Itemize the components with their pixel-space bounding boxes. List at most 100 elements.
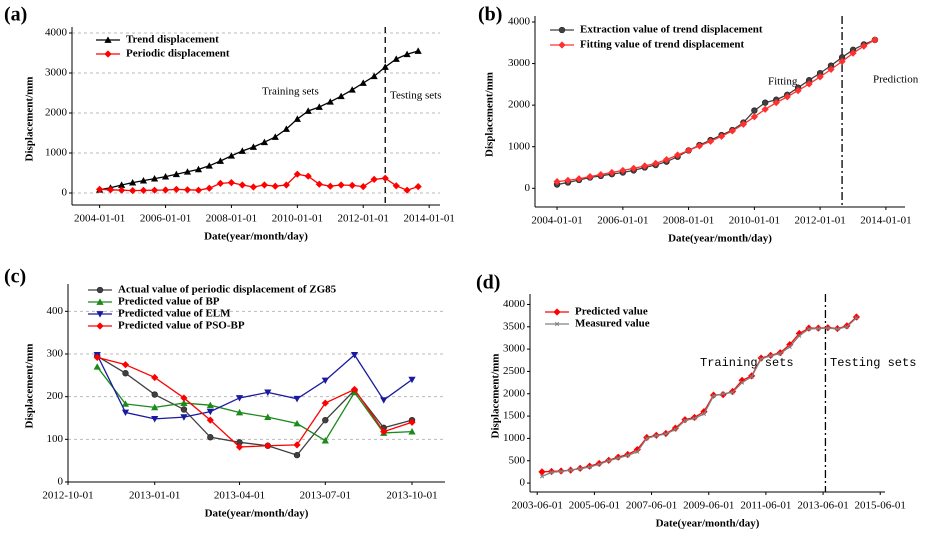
data-point: [293, 115, 301, 122]
data-point: [635, 449, 640, 454]
legend-marker: [104, 36, 112, 43]
x-tick-label: 2012-10-01: [42, 490, 93, 502]
data-point: [194, 165, 203, 173]
data-point: [852, 313, 861, 321]
data-point: [619, 166, 627, 175]
data-point: [751, 107, 758, 114]
y-tick-label: 400: [47, 305, 64, 317]
data-point: [794, 86, 802, 95]
y-tick-label: 3000: [503, 343, 526, 355]
series-line: [99, 173, 419, 192]
data-point: [359, 79, 367, 86]
x-tick-label: 2004-01-01: [531, 215, 582, 227]
data-point: [293, 419, 301, 427]
data-point: [805, 324, 813, 332]
x-tick-label: 2014-01-01: [860, 215, 911, 227]
data-point: [586, 462, 594, 470]
data-point: [326, 98, 334, 105]
data-point: [608, 168, 616, 177]
legend-marker: [96, 311, 104, 318]
data-point: [701, 411, 707, 416]
y-axis-label: Displacement/mm: [24, 344, 36, 429]
data-point: [249, 183, 258, 191]
data-point: [121, 400, 130, 407]
y-axis-label: Displacement/mm: [490, 354, 502, 439]
x-axis-label: Date(year/month/day): [204, 231, 308, 243]
x-tick-label: 2015-06-01: [855, 500, 906, 512]
data-point: [392, 182, 400, 190]
data-point: [194, 186, 203, 194]
data-point: [408, 428, 416, 435]
data-point: [797, 333, 802, 338]
data-point: [587, 464, 592, 470]
data-point: [380, 428, 388, 436]
y-tick-label: 500: [509, 454, 526, 466]
data-point: [719, 391, 727, 399]
y-tick-label: 4000: [45, 27, 68, 39]
data-point: [568, 468, 573, 473]
x-tick-label: 2008-01-01: [206, 213, 257, 225]
data-point: [558, 469, 564, 474]
y-axis-label: Displacement/mm: [24, 77, 36, 162]
data-point: [264, 389, 272, 396]
data-point: [293, 441, 301, 449]
series-line: [97, 356, 413, 448]
data-point: [322, 416, 329, 424]
legend-marker: [558, 26, 566, 34]
data-point: [783, 93, 791, 101]
legend-label: Predicted value: [575, 306, 648, 318]
data-point: [538, 468, 546, 476]
data-point: [118, 186, 126, 194]
y-tick-label: 3000: [45, 67, 68, 79]
data-point: [860, 42, 868, 50]
data-point: [151, 391, 158, 398]
data-point: [293, 170, 301, 178]
data-point: [337, 181, 345, 189]
legend-label: Periodic displacement: [126, 48, 230, 60]
legend-label: Measured value: [575, 318, 650, 330]
data-point: [575, 175, 583, 183]
x-tick-label: 2012-01-01: [338, 213, 389, 225]
data-point: [553, 178, 561, 186]
data-point: [260, 181, 269, 189]
data-point: [652, 159, 660, 167]
data-point: [614, 453, 622, 461]
data-point: [709, 391, 718, 399]
data-point: [682, 418, 688, 423]
y-tick-label: 2000: [503, 387, 526, 399]
data-point: [235, 443, 244, 451]
data-point: [304, 172, 312, 180]
legend-marker: [96, 298, 104, 305]
x-tick-label: 2011-06-01: [740, 500, 791, 512]
data-point: [235, 395, 244, 402]
data-point: [408, 376, 416, 384]
y-tick-label: 0: [62, 187, 68, 199]
legend-marker: [558, 41, 566, 49]
x-tick-label: 2009-06-01: [683, 500, 734, 512]
annotation: Testing sets: [830, 356, 916, 370]
y-tick-label: 1000: [45, 147, 68, 159]
y-tick-label: 200: [47, 390, 64, 402]
data-point: [805, 80, 813, 88]
data-point: [151, 373, 159, 382]
data-point: [264, 413, 272, 421]
data-point: [728, 127, 736, 135]
data-point: [392, 55, 400, 62]
panel-label: (c): [4, 266, 26, 288]
data-point: [597, 170, 605, 179]
data-point: [730, 390, 735, 395]
data-point: [786, 341, 794, 349]
data-point: [549, 470, 554, 475]
x-tick-label: 2007-06-01: [626, 500, 677, 512]
data-point: [633, 445, 641, 454]
y-tick-label: 2000: [508, 99, 531, 111]
annotation: Training sets: [262, 86, 319, 98]
annotation: Testing sets: [390, 90, 441, 102]
data-point: [216, 157, 225, 164]
data-point: [684, 146, 693, 155]
data-point: [118, 181, 126, 188]
data-point: [673, 151, 682, 159]
legend-label: Fitting value of trend displacement: [580, 39, 745, 51]
x-tick-label: 2004-01-01: [74, 213, 125, 225]
x-tick-label: 2006-01-01: [597, 215, 648, 227]
